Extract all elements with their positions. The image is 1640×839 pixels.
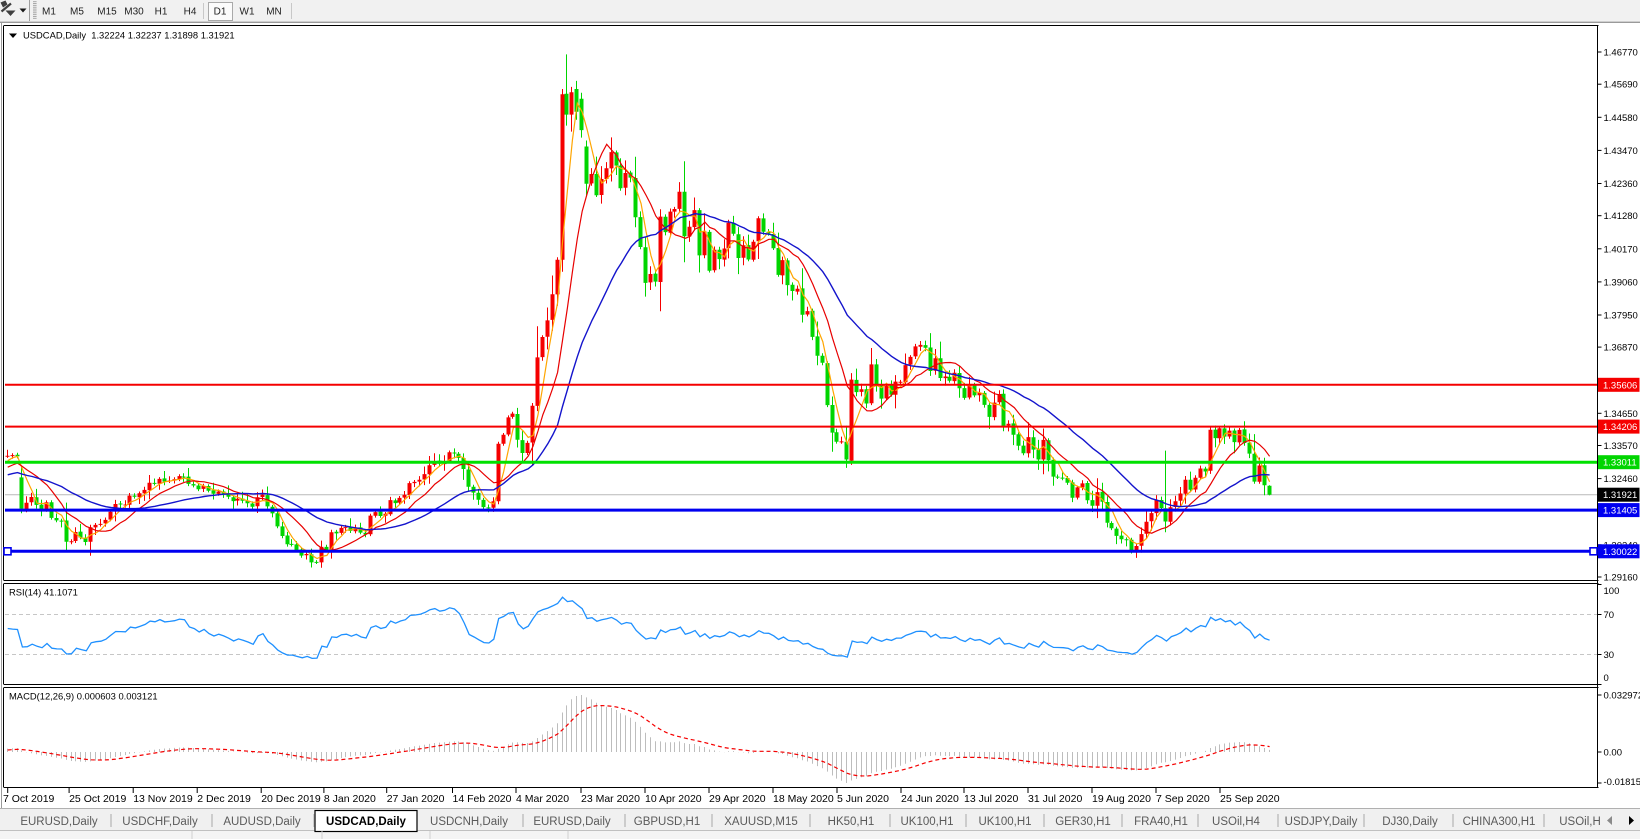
svg-text:14 Feb 2020: 14 Feb 2020 [453,793,512,805]
svg-text:25 Oct 2019: 25 Oct 2019 [69,793,126,805]
svg-text:1.31405: 1.31405 [1603,506,1637,517]
svg-text:USDJPY,Daily: USDJPY,Daily [1285,816,1358,828]
svg-text:13 Nov 2019: 13 Nov 2019 [133,793,193,805]
svg-text:H4: H4 [184,7,197,18]
svg-text:0.00: 0.00 [1604,748,1623,759]
svg-text:7 Oct 2019: 7 Oct 2019 [3,793,55,805]
svg-text:W1: W1 [240,7,255,18]
svg-text:1.42360: 1.42360 [1604,179,1638,190]
svg-text:GBPUSD,H1: GBPUSD,H1 [634,816,700,828]
svg-text:FRA40,H1: FRA40,H1 [1134,816,1188,828]
svg-text:GER30,H1: GER30,H1 [1055,816,1111,828]
svg-text:24 Jun 2020: 24 Jun 2020 [901,793,959,805]
svg-text:M30: M30 [124,7,144,18]
svg-text:27 Jan 2020: 27 Jan 2020 [387,793,445,805]
svg-text:USDCAD,Daily 1.32224 1.32237: USDCAD,Daily 1.32224 1.32237 1.31898 1.3… [23,30,235,41]
svg-text:18 May 2020: 18 May 2020 [773,793,834,805]
svg-text:H1: H1 [155,7,168,18]
svg-text:8 Jan 2020: 8 Jan 2020 [324,793,376,805]
svg-text:USDCAD,Daily: USDCAD,Daily [326,816,406,828]
svg-text:1.35606: 1.35606 [1603,380,1637,391]
svg-text:29 Apr 2020: 29 Apr 2020 [709,793,766,805]
svg-text:30: 30 [1604,650,1615,661]
svg-text:UK100,H1: UK100,H1 [978,816,1031,828]
svg-text:31 Jul 2020: 31 Jul 2020 [1028,793,1082,805]
svg-text:M1: M1 [42,7,56,18]
svg-text:2 Dec 2019: 2 Dec 2019 [197,793,251,805]
svg-text:0.032972: 0.032972 [1604,691,1640,702]
svg-text:0: 0 [1604,673,1609,684]
svg-text:EURUSD,Daily: EURUSD,Daily [20,816,98,828]
svg-text:1.44580: 1.44580 [1604,113,1638,124]
svg-text:1.29160: 1.29160 [1604,573,1638,584]
svg-text:20 Dec 2019: 20 Dec 2019 [261,793,321,805]
svg-text:1.41280: 1.41280 [1604,211,1638,222]
svg-text:USOil,H: USOil,H [1559,816,1601,828]
svg-text:4 Mar 2020: 4 Mar 2020 [516,793,569,805]
svg-text:1.36870: 1.36870 [1604,343,1638,354]
svg-text:XAUUSD,M15: XAUUSD,M15 [724,816,798,828]
svg-text:25 Sep 2020: 25 Sep 2020 [1220,793,1280,805]
svg-text:AUDUSD,Daily: AUDUSD,Daily [223,816,301,828]
svg-text:7 Sep 2020: 7 Sep 2020 [1156,793,1210,805]
svg-text:1.31921: 1.31921 [1603,490,1637,501]
svg-text:HK50,H1: HK50,H1 [828,816,875,828]
svg-text:1.34206: 1.34206 [1603,422,1637,433]
svg-text:1.32460: 1.32460 [1604,474,1638,485]
svg-text:USOil,H4: USOil,H4 [1212,816,1261,828]
svg-text:UK100,H1: UK100,H1 [900,816,953,828]
svg-text:10 Apr 2020: 10 Apr 2020 [645,793,702,805]
svg-text:MN: MN [266,7,282,18]
svg-text:DJ30,Daily: DJ30,Daily [1382,816,1438,828]
svg-text:70: 70 [1604,610,1615,621]
svg-text:13 Jul 2020: 13 Jul 2020 [964,793,1018,805]
svg-text:1.45690: 1.45690 [1604,80,1638,91]
svg-text:M5: M5 [70,7,84,18]
svg-text:EURUSD,Daily: EURUSD,Daily [533,816,611,828]
svg-text:23 Mar 2020: 23 Mar 2020 [581,793,640,805]
svg-text:1.33570: 1.33570 [1604,441,1638,452]
svg-text:1.40170: 1.40170 [1604,244,1638,255]
svg-text:USDCHF,Daily: USDCHF,Daily [122,816,198,828]
svg-text:100: 100 [1604,586,1620,597]
svg-text:1.33011: 1.33011 [1603,458,1637,469]
svg-text:1.39060: 1.39060 [1604,277,1638,288]
svg-text:1.37950: 1.37950 [1604,311,1638,322]
svg-text:1.46770: 1.46770 [1604,48,1638,59]
svg-text:D1: D1 [214,7,227,18]
svg-text:1.34650: 1.34650 [1604,409,1638,420]
svg-text:5 Jun 2020: 5 Jun 2020 [837,793,889,805]
svg-text:1.43470: 1.43470 [1604,146,1638,157]
svg-text:MACD(12,26,9) 0.000603 0.00312: MACD(12,26,9) 0.000603 0.003121 [9,691,158,702]
svg-text:M15: M15 [97,7,117,18]
svg-text:1.30022: 1.30022 [1603,547,1637,558]
svg-text:CHINA300,H1: CHINA300,H1 [1463,816,1536,828]
svg-text:-0.018154: -0.018154 [1604,777,1640,788]
svg-text:RSI(14) 41.1071: RSI(14) 41.1071 [9,587,78,598]
svg-text:USDCNH,Daily: USDCNH,Daily [430,816,508,828]
svg-text:19 Aug 2020: 19 Aug 2020 [1092,793,1151,805]
